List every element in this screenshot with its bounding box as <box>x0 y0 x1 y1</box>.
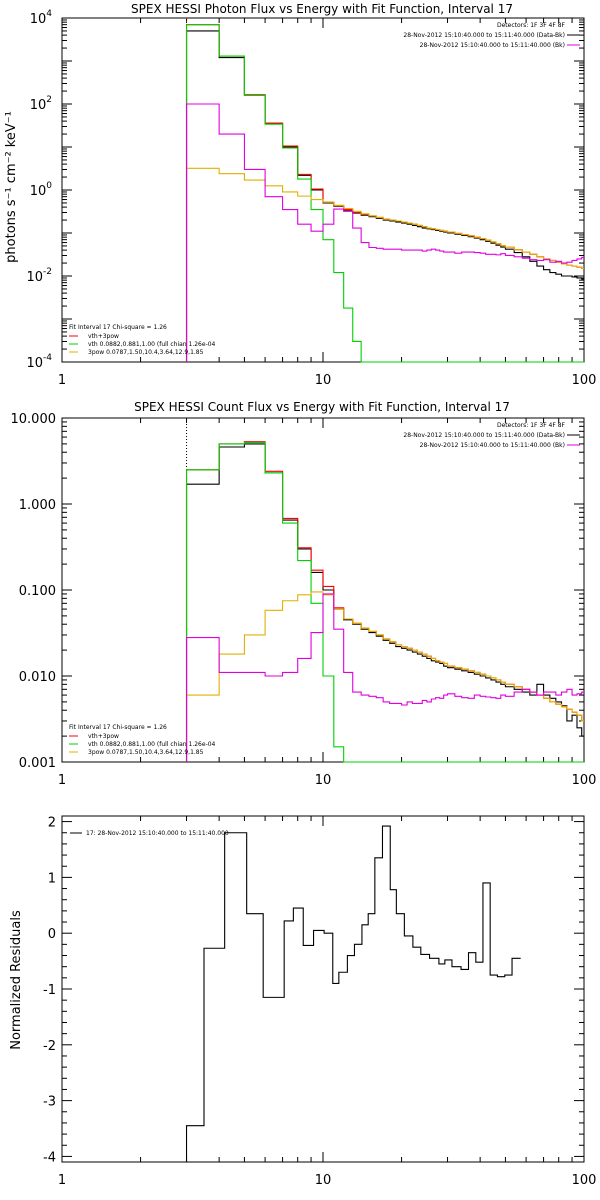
panel-1-ylabel: photons s⁻¹ cm⁻² keV⁻¹ <box>4 111 19 263</box>
series-line-17-28-nov-2012-15-10-40-000-to-15-11-40- <box>185 825 521 1162</box>
panel-1-legend-vth: vth 0.0882,0.881,1.00 (full chian 1.26e-… <box>88 341 216 348</box>
panel-1-legend-fit: Fit Interval 17 Chi-square = 1.26 <box>69 324 167 331</box>
panel-3-axes-frame <box>61 815 585 1163</box>
y-tick-label-1: -1 <box>43 983 56 998</box>
panel-1-title: SPEX HESSI Photon Flux vs Energy with Fi… <box>131 2 513 16</box>
series-line-3pow-0-0787-1-50-10-4-3-64-12-9-1-85 <box>185 167 584 362</box>
panel-1-bottom-legend: Fit Interval 17 Chi-square = 1.26 vth+3p… <box>69 324 216 356</box>
panel-3-legend: 17: 28-Nov-2012 15:10:40.000 to 15:11:40… <box>70 830 229 837</box>
y-tick-label-10e4: 104 <box>30 9 53 27</box>
panel-3-ylabel: Normalized Residuals <box>9 910 24 1050</box>
x-tick-label-100: 100 <box>572 773 597 788</box>
x-tick-label-1: 1 <box>58 373 66 388</box>
panel-1-legend-3pow: 3pow 0.0787,1.50,10.4,3.64,12.9,1.85 <box>88 349 204 356</box>
y-tick-label-0-001: 0.001 <box>19 756 56 771</box>
series-line-28-nov-2012-15-10-40-000-to-15-11-40-000 <box>185 443 584 762</box>
panel-2-legend-data-bk: 28-Nov-2012 15:10:40.000 to 15:11:40.000… <box>403 432 565 439</box>
y-tick-label-1: 1 <box>48 871 56 886</box>
panel-2-legend-bk: 28-Nov-2012 15:10:40.000 to 15:11:40.000… <box>420 442 565 449</box>
x-tick-label-10: 10 <box>315 773 332 788</box>
series-line-vth-3pow <box>185 24 584 362</box>
panel-1-legend-bk: 28-Nov-2012 15:10:40.000 to 15:11:40.000… <box>420 42 565 49</box>
y-tick-label-0-010: 0.010 <box>19 670 56 685</box>
panel-2-top-legend: Detectors: 1F 3F 4F 8F 28-Nov-2012 15:10… <box>403 422 580 449</box>
panel-2-legend-detectors: Detectors: 1F 3F 4F 8F <box>497 422 566 429</box>
panel-2-legend-fit: Fit Interval 17 Chi-square = 1.26 <box>69 724 167 731</box>
x-tick-label-100: 100 <box>572 1173 597 1188</box>
panel-2-legend-vth3pow: vth+3pow <box>88 733 119 740</box>
panel-photon-flux: SPEX HESSI Photon Flux vs Energy with Fi… <box>4 2 596 388</box>
panel-1-legend-detectors: Detectors: 1F 3F 4F 8F <box>497 22 566 29</box>
series-line-28-nov-2012-15-10-40-000-to-15-11-40-000 <box>185 103 584 362</box>
panel-1-legend-data-bk: 28-Nov-2012 15:10:40.000 to 15:11:40.000… <box>403 32 565 39</box>
panel-2-title: SPEX HESSI Count Flux vs Energy with Fit… <box>134 400 510 414</box>
y-tick-label-10e0: 100 <box>30 181 53 199</box>
panel-2-legend-3pow: 3pow 0.0787,1.50,10.4,3.64,12.9,1.85 <box>88 749 204 756</box>
y-tick-label-0-100: 0.100 <box>19 584 56 599</box>
panel-1-legend-vth3pow: vth+3pow <box>88 333 119 340</box>
x-tick-label-10: 10 <box>315 1173 332 1188</box>
panel-3-legend-label: 17: 28-Nov-2012 15:10:40.000 to 15:11:40… <box>86 830 229 837</box>
x-tick-label-100: 100 <box>572 373 597 388</box>
y-tick-label-2: 2 <box>48 816 56 831</box>
y-tick-label-3: -3 <box>43 1095 56 1110</box>
y-tick-label-2: -2 <box>43 1039 56 1054</box>
x-tick-label-1: 1 <box>58 1173 66 1188</box>
panel-2-legend-vth: vth 0.0882,0.881,1.00 (full chian 1.26e-… <box>88 741 216 748</box>
y-tick-label-10e2: 102 <box>30 95 52 113</box>
y-tick-label-0: 0 <box>48 927 56 942</box>
series-line-vth-3pow <box>185 441 584 762</box>
y-tick-label-4: -4 <box>43 1150 56 1165</box>
y-tick-label-1-000: 1.000 <box>19 498 56 513</box>
series-line-28-nov-2012-15-10-40-000-to-15-11-40-000 <box>185 593 584 762</box>
y-tick-label-10-000: 10.000 <box>11 412 57 427</box>
series-line-28-nov-2012-15-10-40-000-to-15-11-40-000 <box>185 30 584 362</box>
series-line-3pow-0-0787-1-50-10-4-3-64-12-9-1-85 <box>185 591 584 762</box>
series-line-vth-0-0882-0-881-1-00-full-chian-1-26e-0 <box>185 441 584 763</box>
panel-2-bottom-legend: Fit Interval 17 Chi-square = 1.26 vth+3p… <box>69 724 216 756</box>
y-tick-label-10e-2: 10-2 <box>26 267 52 285</box>
panel-1-top-legend: Detectors: 1F 3F 4F 8F 28-Nov-2012 15:10… <box>403 22 580 49</box>
x-tick-label-1: 1 <box>58 773 66 788</box>
x-tick-label-10: 10 <box>315 373 332 388</box>
panel-count-flux: SPEX HESSI Count Flux vs Energy with Fit… <box>11 400 597 788</box>
series-line-vth-0-0882-0-881-1-00-full-chian-1-26e-0 <box>185 24 584 363</box>
y-tick-label-10e-4: 10-4 <box>26 353 52 371</box>
